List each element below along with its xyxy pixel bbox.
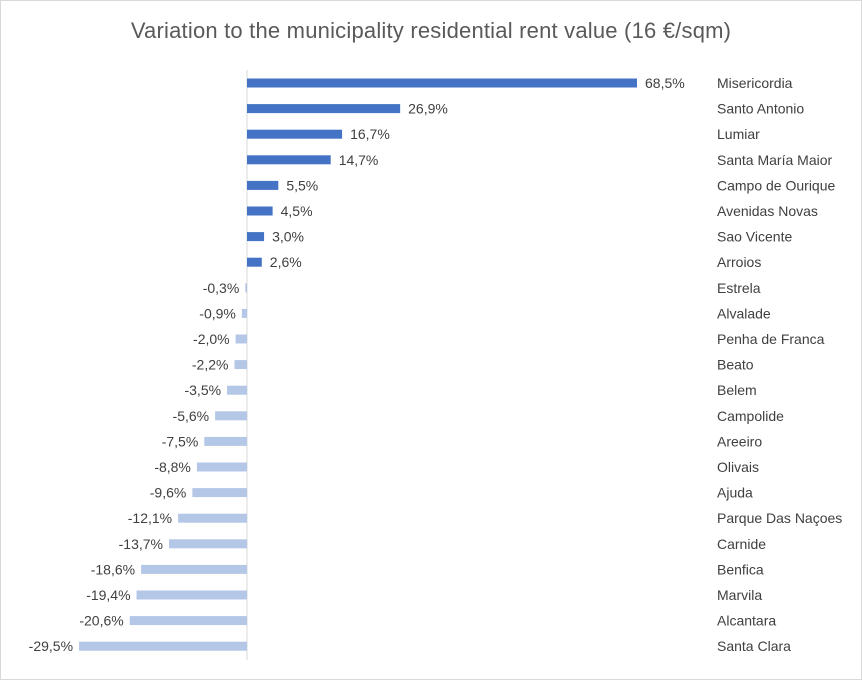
bar [215,411,247,421]
data-label: -5,6% [173,408,210,424]
category-label: Belem [717,382,757,398]
category-label: Areeiro [717,433,762,449]
bar [247,104,401,114]
data-label: -2,2% [192,357,229,373]
bar [192,488,247,498]
bar [141,564,247,574]
data-label: 68,5% [645,75,685,91]
category-label: Carnide [717,536,766,552]
bar [247,180,279,190]
data-label: 2,6% [270,254,302,270]
category-label: Campolide [717,408,784,424]
bar [247,232,265,242]
category-label: Alvalade [717,305,771,321]
category-label: Beato [717,357,754,373]
data-label: -12,1% [128,510,172,526]
category-label: Campo de Ourique [717,177,836,193]
category-label: Benfica [717,561,764,577]
data-label: -20,6% [79,613,123,629]
data-label: -29,5% [29,638,73,654]
bar [129,616,247,626]
bar [245,283,247,293]
bar [247,257,262,267]
data-label: -8,8% [154,459,191,475]
data-label: 4,5% [281,203,313,219]
data-label: 3,0% [272,229,304,245]
chart-title: Variation to the municipality residentia… [130,18,732,43]
category-label: Parque Das Naçoes [717,510,842,526]
category-label: Avenidas Novas [717,203,818,219]
data-label: -0,9% [199,305,236,321]
bar [241,308,247,318]
bar [169,539,247,549]
data-label: 26,9% [408,101,448,117]
bar [234,360,247,370]
bar [196,462,247,472]
category-label: Alcantara [717,613,776,629]
bar [204,436,247,446]
category-label: Estrela [717,280,761,296]
bar [247,78,637,88]
bar [235,334,247,344]
category-label: Lumiar [717,126,760,142]
bar [136,590,247,600]
category-label: Olivais [717,459,759,475]
category-label: Marvila [717,587,762,603]
category-label: Ajuda [717,485,753,501]
category-label: Sao Vicente [717,229,792,245]
data-label: -7,5% [162,433,199,449]
bar [247,129,343,139]
bar [247,206,273,216]
data-label: -19,4% [86,587,130,603]
bar [178,513,247,523]
category-label: Santa María Maior [717,152,832,168]
data-label: -9,6% [150,485,187,501]
category-label: Arroios [717,254,761,270]
data-label: -3,5% [184,382,221,398]
data-label: -0,3% [203,280,240,296]
data-label: -13,7% [119,536,163,552]
data-label: -18,6% [91,561,135,577]
category-label: Santo Antonio [717,101,804,117]
data-label: 14,7% [339,152,379,168]
bar [227,385,247,395]
data-label: 16,7% [350,126,390,142]
data-label: -2,0% [193,331,230,347]
category-label: Santa Clara [717,638,791,654]
category-label: Misericordia [717,75,793,91]
category-label: Penha de Franca [717,331,825,347]
bar [79,641,247,651]
data-label: 5,5% [286,177,318,193]
bar [247,155,331,165]
